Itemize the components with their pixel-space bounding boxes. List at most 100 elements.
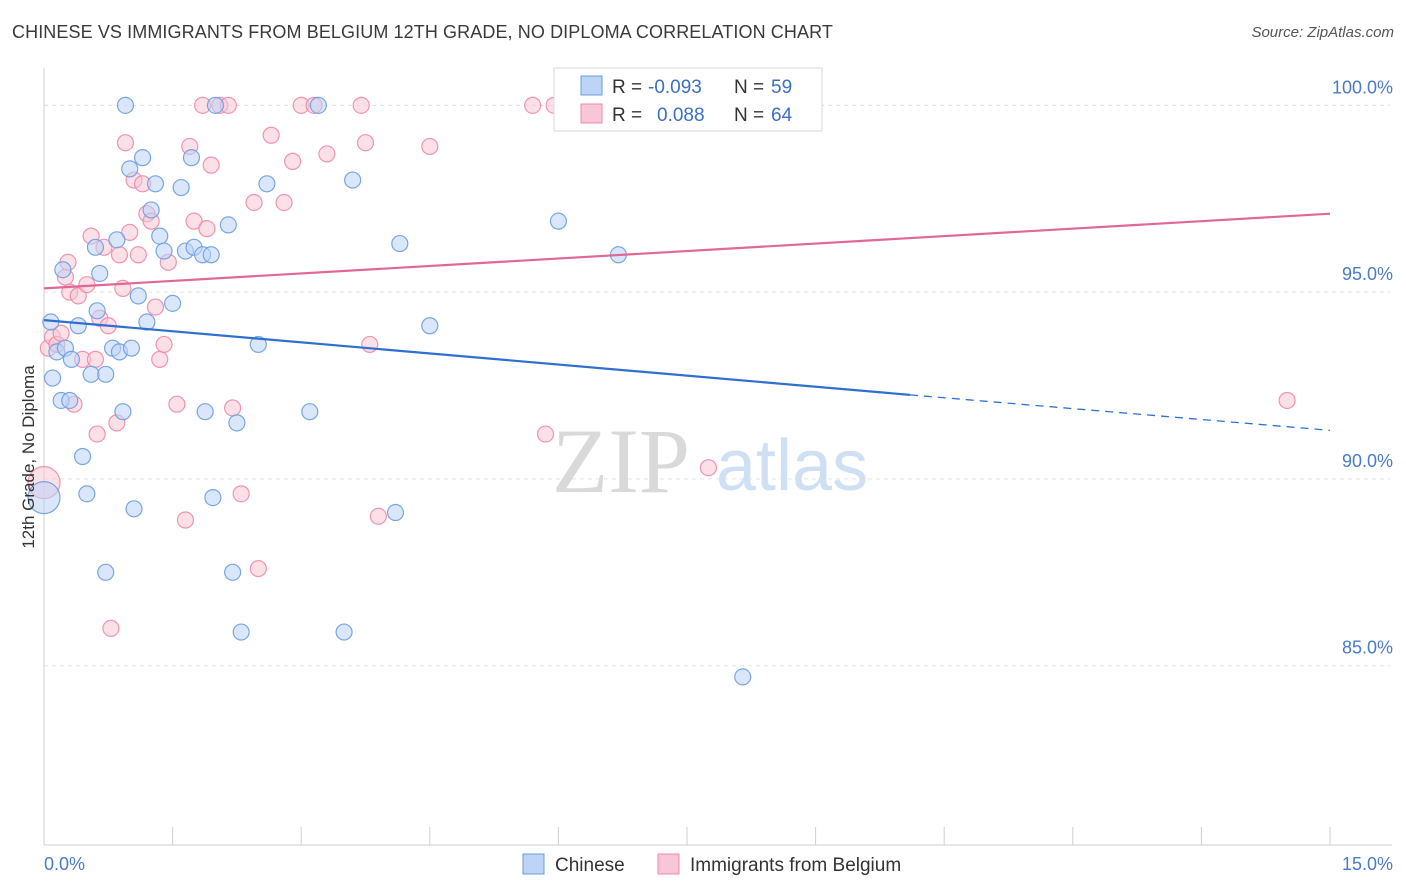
- chinese-point: [129, 287, 147, 305]
- chinese-point: [114, 403, 132, 421]
- belgium-point: [356, 134, 375, 152]
- chinese-point: [164, 294, 182, 312]
- watermark-atlas: atlas: [716, 426, 868, 506]
- belgium-point: [284, 152, 302, 170]
- chinese-points: [27, 96, 752, 686]
- chinese-trend-line: [43, 319, 911, 396]
- legend-n-value-2: 64: [771, 105, 793, 126]
- chinese-point: [125, 500, 143, 518]
- belgium-point: [129, 246, 147, 264]
- chinese-point: [335, 623, 353, 641]
- chinese-point: [61, 391, 79, 410]
- chinese-point: [97, 563, 115, 581]
- chinese-point: [116, 96, 135, 114]
- belgium-point: [524, 96, 542, 114]
- y-tick-label: 100.0%: [1332, 77, 1393, 97]
- chinese-point: [258, 175, 276, 193]
- belgium-point: [202, 156, 220, 174]
- chinese-point: [206, 96, 225, 114]
- chinese-point: [73, 447, 92, 466]
- belgium-point: [198, 220, 216, 238]
- watermark: ZIP atlas: [552, 410, 868, 512]
- legend-n-value-1: 59: [771, 77, 792, 98]
- belgium-point: [176, 511, 195, 529]
- belgium-point: [146, 298, 165, 316]
- chinese-point: [91, 264, 109, 283]
- chinese-point: [69, 317, 87, 335]
- belgium-point: [155, 335, 173, 354]
- bottom-legend: Chinese Immigrants from Belgium: [522, 853, 901, 876]
- belgium-point: [262, 126, 280, 144]
- chinese-point: [549, 212, 568, 230]
- chinese-point: [108, 231, 126, 249]
- belgium-point: [369, 507, 387, 525]
- chinese-point: [734, 668, 752, 686]
- legend-box: R = -0.093 N = 59 R = 0.088 N = 64: [553, 67, 823, 132]
- belgium-point: [151, 350, 169, 368]
- belgium-point: [361, 335, 379, 354]
- chinese-point: [421, 317, 439, 335]
- chinese-point: [204, 488, 222, 507]
- chinese-point: [142, 201, 160, 219]
- x-tick-labels: 0.0% 15.0%: [44, 854, 1393, 874]
- y-tick-label: 95.0%: [1342, 264, 1393, 284]
- legend-r-label-2: R =: [612, 105, 642, 126]
- belgium-point: [421, 137, 439, 156]
- chinese-point: [151, 227, 169, 245]
- belgium-point: [88, 425, 106, 443]
- belgium-point: [168, 395, 186, 413]
- watermark-zip: ZIP: [552, 410, 690, 512]
- x-tick-label-min: 0.0%: [44, 854, 85, 874]
- chinese-point: [224, 563, 242, 581]
- belgium-point: [121, 223, 139, 241]
- chinese-point: [219, 216, 237, 234]
- chinese-point: [78, 485, 96, 503]
- belgium-point: [318, 145, 336, 163]
- legend-r-value-1: -0.093: [648, 77, 702, 98]
- legend-n-label-2: N =: [734, 105, 764, 126]
- chinese-point: [155, 242, 173, 260]
- chinese-point: [232, 623, 250, 641]
- chinese-point: [196, 403, 214, 421]
- belgium-points: [27, 96, 1296, 637]
- grid-lines: [44, 104, 1390, 667]
- chinese-point: [309, 96, 327, 114]
- belgium-point: [116, 134, 135, 152]
- belgium-point: [224, 399, 242, 417]
- chinese-point: [27, 480, 61, 515]
- belgium-point: [102, 619, 120, 637]
- chinese-point: [133, 149, 152, 167]
- belgium-point: [352, 96, 370, 114]
- y-tick-label: 90.0%: [1342, 451, 1393, 471]
- belgium-point: [245, 193, 263, 212]
- bottom-legend-label-chinese: Chinese: [555, 855, 625, 876]
- chinese-point: [386, 503, 405, 522]
- belgium-trend-line: [43, 212, 1331, 290]
- chinese-point: [146, 175, 165, 193]
- chinese-point: [228, 414, 246, 432]
- legend-swatch-belgium: [580, 103, 603, 124]
- y-axis-label: 12th Grade, No Diploma: [19, 365, 38, 549]
- chart-title: CHINESE VS IMMIGRANTS FROM BELGIUM 12TH …: [12, 22, 833, 42]
- chinese-point: [301, 403, 319, 421]
- legend-r-value-2: 0.088: [657, 105, 705, 126]
- belgium-point: [249, 559, 267, 578]
- belgium-point: [185, 212, 203, 230]
- chinese-point: [82, 365, 100, 383]
- chinese-point: [344, 171, 362, 189]
- chinese-point: [122, 339, 141, 357]
- chinese-point: [391, 234, 409, 253]
- belgium-point: [1278, 391, 1296, 410]
- chinese-point: [54, 261, 72, 279]
- legend-n-label-1: N =: [734, 77, 764, 98]
- chinese-point: [86, 238, 105, 256]
- chinese-trend-extension: [909, 394, 1331, 431]
- legend-r-label-1: R =: [612, 77, 642, 98]
- chinese-point: [121, 160, 139, 178]
- chinese-point: [202, 246, 220, 264]
- chinese-point: [182, 149, 201, 167]
- y-tick-label: 85.0%: [1342, 638, 1393, 658]
- chinese-point: [62, 350, 81, 368]
- bottom-legend-swatch-chinese: [522, 853, 545, 875]
